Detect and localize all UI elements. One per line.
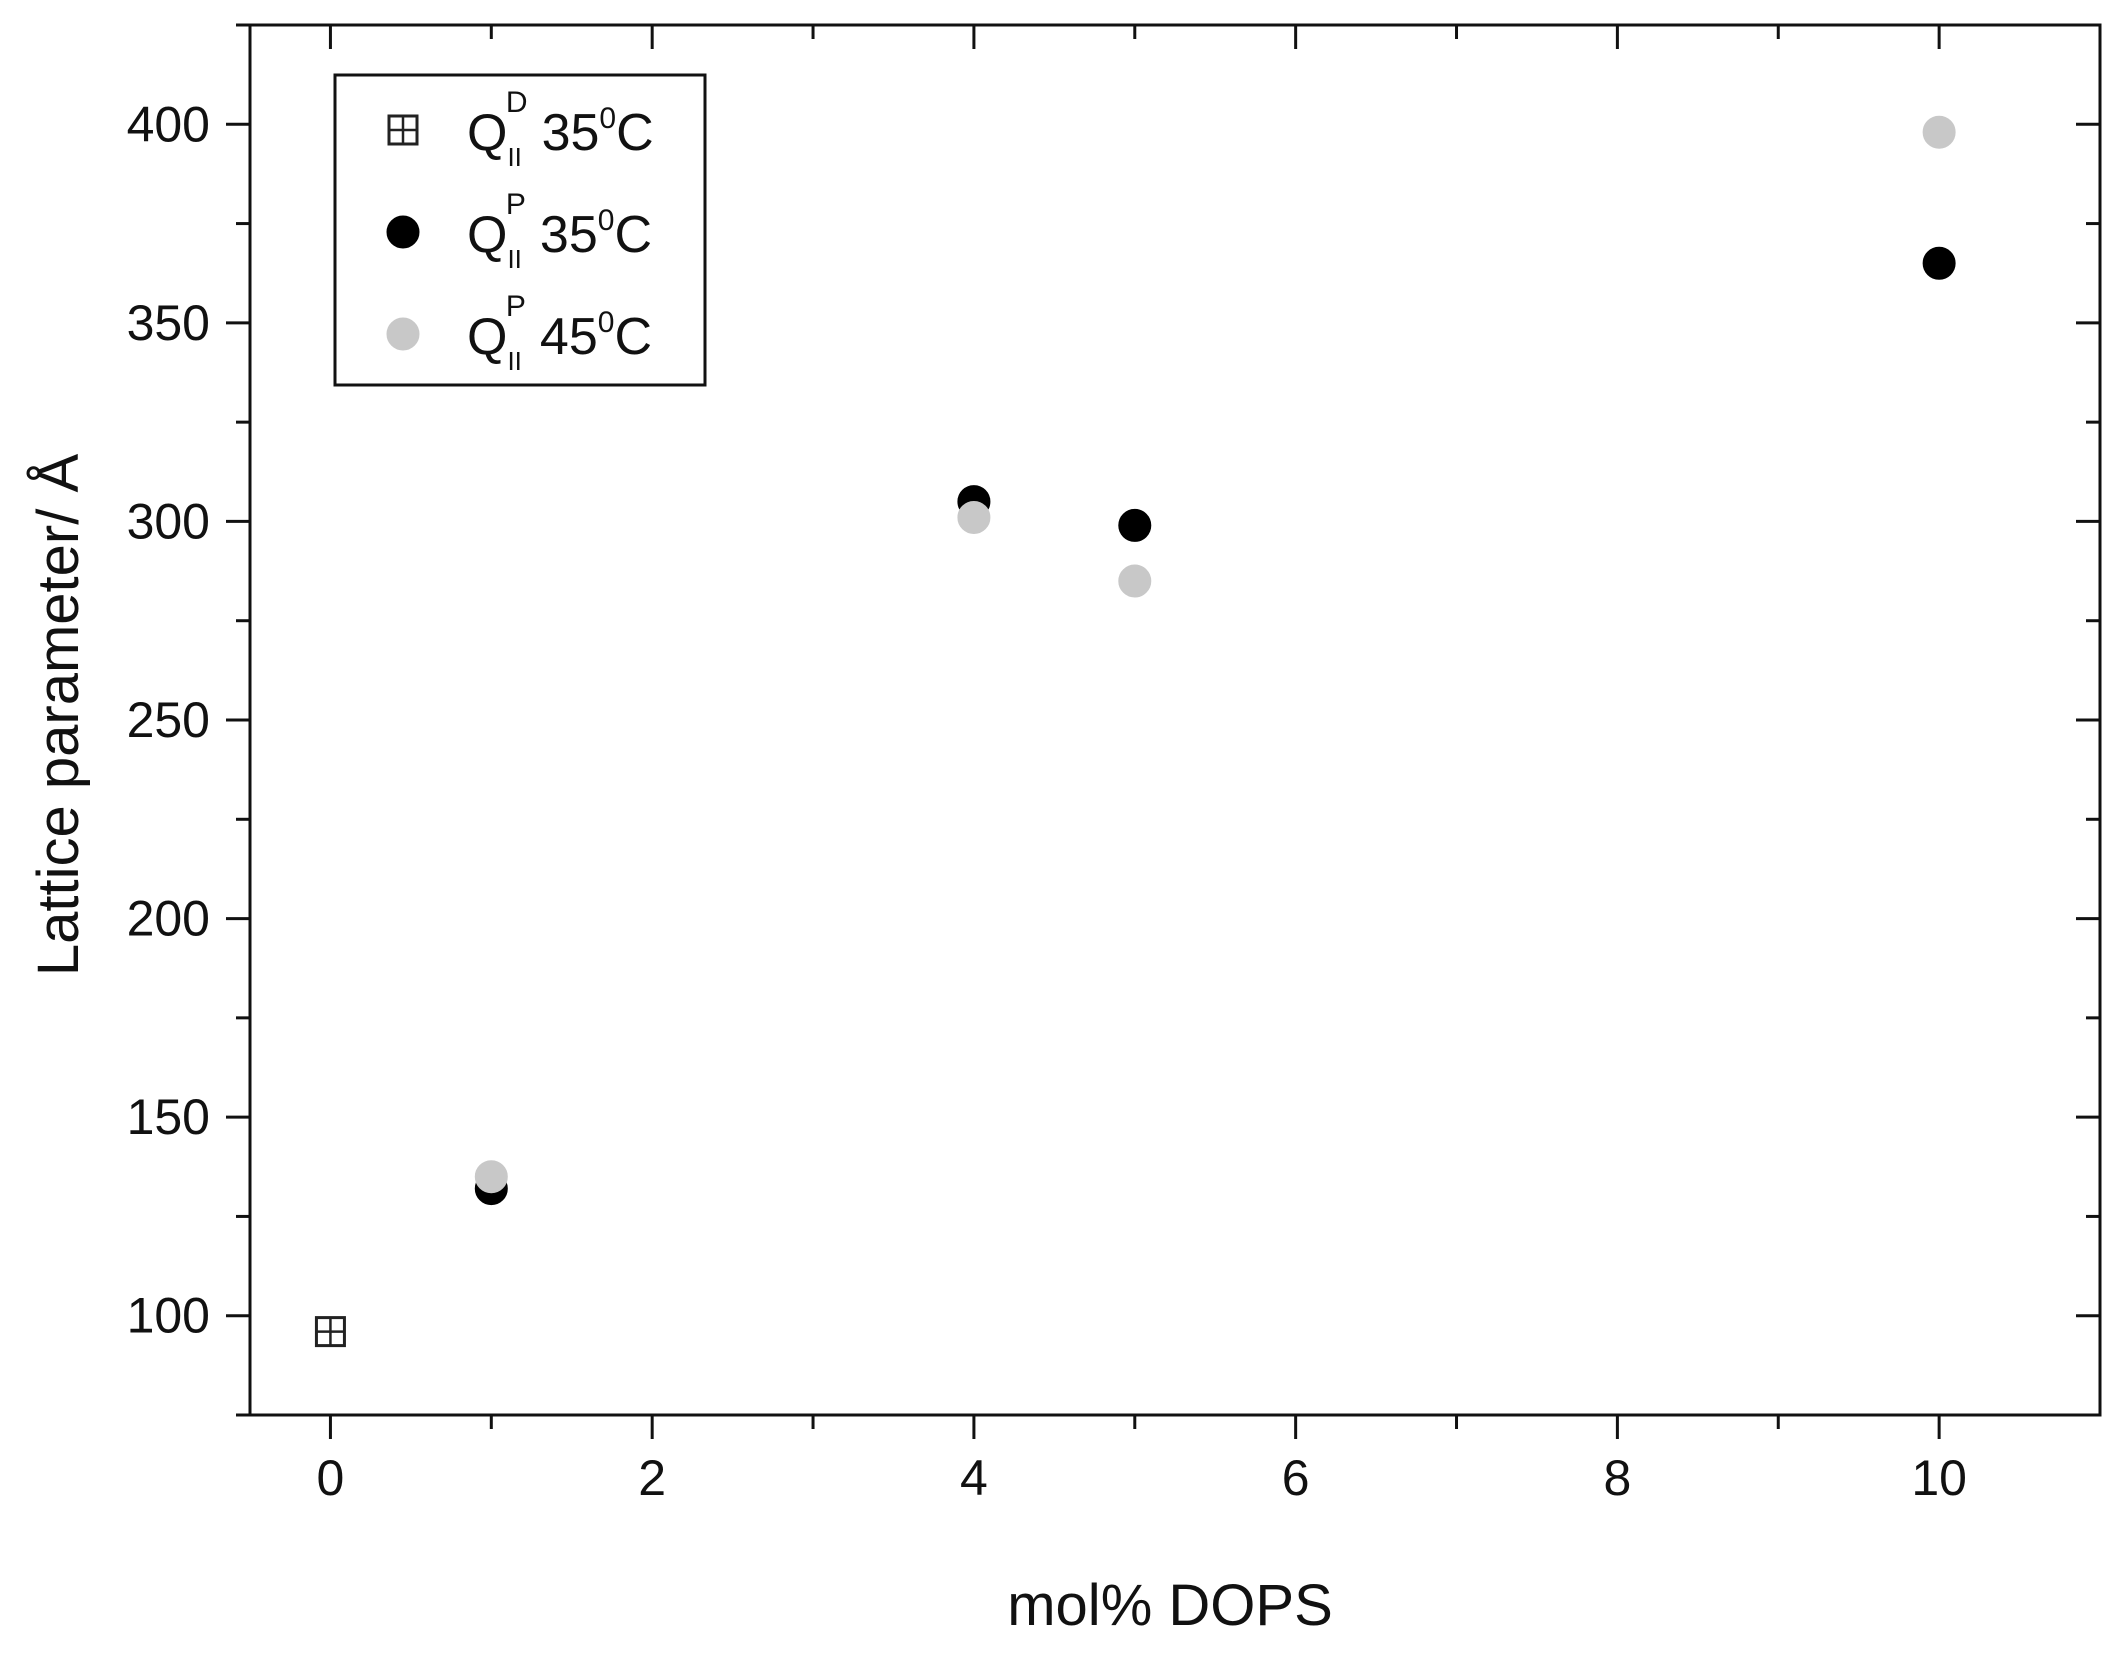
legend-marker [387,114,419,146]
data-point-s2-p3 [1922,115,1956,149]
data-point-s0-p0 [314,1316,346,1348]
x-tick-label: 6 [1282,1450,1310,1506]
y-tick-label: 150 [127,1089,210,1145]
y-tick-label: 350 [127,295,210,351]
x-tick-label: 8 [1603,1450,1631,1506]
legend-label: QIID350C [467,86,654,172]
data-point-s1-p2 [1118,508,1152,542]
legend-marker [386,317,420,351]
data-point-s2-p2 [1118,564,1152,598]
data-point-s1-p3 [1922,246,1956,280]
data-point-s2-p1 [957,500,991,534]
x-axis-title: mol% DOPS [1007,1573,1333,1638]
y-tick-label: 400 [127,96,210,152]
tick-layer: 0 2 4 6 8 10 100 150 200 250 300 350 400 [127,23,2100,1506]
y-tick-label: 100 [127,1288,210,1344]
y-axis-title: Lattice parameter/ Å [26,454,91,977]
x-tick-label: 2 [638,1450,666,1506]
legend: QIID350C QIIP350C QIIP450C [333,73,707,387]
legend-label: QIIP450C [467,290,652,376]
legend-marker [386,215,420,249]
y-tick-label: 300 [127,493,210,549]
y-tick-label: 200 [127,891,210,947]
data-point-s2-p0 [474,1160,508,1194]
x-tick-label: 0 [317,1450,345,1506]
x-tick-label: 4 [960,1450,988,1506]
x-tick-label: 10 [1911,1450,1967,1506]
y-tick-label: 250 [127,692,210,748]
legend-label: QIIP350C [467,188,652,274]
data-point-layer [314,115,1956,1348]
